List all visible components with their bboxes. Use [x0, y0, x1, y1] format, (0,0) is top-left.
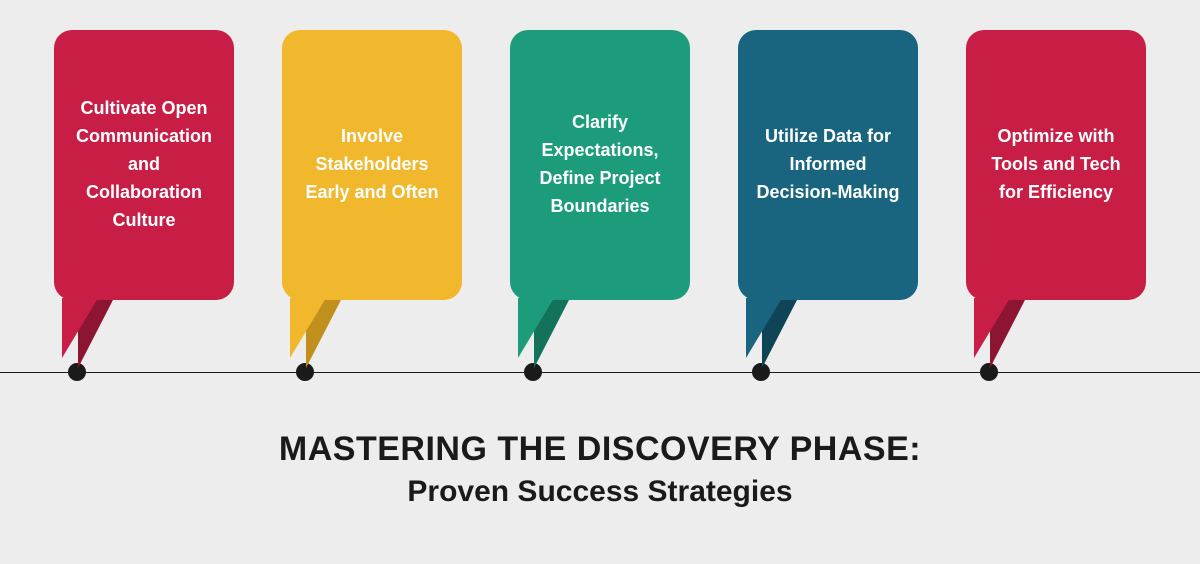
card-unit-3: Utilize Data for Informed Decision-Makin… — [738, 30, 918, 300]
title-sub: Proven Success Strategies — [0, 475, 1200, 509]
card-2: Clarify Expectations, Define Project Bou… — [510, 30, 690, 300]
card-label: Optimize with Tools and Tech for Efficie… — [984, 123, 1128, 207]
card-unit-2: Clarify Expectations, Define Project Bou… — [510, 30, 690, 300]
card-0: Cultivate Open Communication and Collabo… — [54, 30, 234, 300]
card-label: Utilize Data for Informed Decision-Makin… — [756, 123, 900, 207]
card-label: Cultivate Open Communication and Collabo… — [72, 95, 216, 234]
card-3: Utilize Data for Informed Decision-Makin… — [738, 30, 918, 300]
cards-row: Cultivate Open Communication and Collabo… — [0, 30, 1200, 300]
title-main: MASTERING THE DISCOVERY PHASE: — [0, 430, 1200, 469]
card-tail — [62, 298, 98, 358]
card-tail — [290, 298, 326, 358]
card-4: Optimize with Tools and Tech for Efficie… — [966, 30, 1146, 300]
title-block: MASTERING THE DISCOVERY PHASE: Proven Su… — [0, 430, 1200, 509]
timeline-line — [0, 372, 1200, 373]
card-tail — [746, 298, 782, 358]
card-unit-1: Involve Stakeholders Early and Often — [282, 30, 462, 300]
card-1: Involve Stakeholders Early and Often — [282, 30, 462, 300]
card-unit-0: Cultivate Open Communication and Collabo… — [54, 30, 234, 300]
card-label: Clarify Expectations, Define Project Bou… — [528, 109, 672, 221]
card-label: Involve Stakeholders Early and Often — [300, 123, 444, 207]
card-tail — [518, 298, 554, 358]
card-unit-4: Optimize with Tools and Tech for Efficie… — [966, 30, 1146, 300]
card-tail — [974, 298, 1010, 358]
